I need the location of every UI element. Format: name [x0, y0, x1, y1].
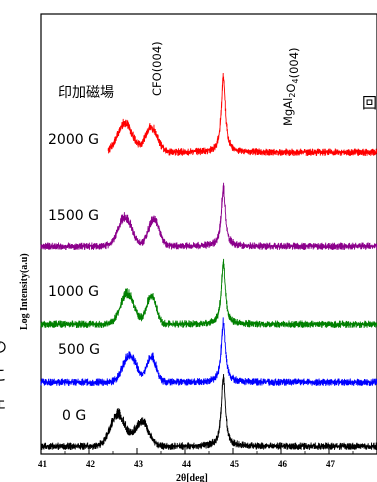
- series-label-1500g: 1500 G: [48, 208, 99, 224]
- x-axis-title: 2θ[deg]: [176, 473, 208, 482]
- x-tick-label: 45: [230, 459, 240, 469]
- series-line-1000g: [40, 258, 377, 329]
- edge-char-left: ェ: [0, 394, 7, 412]
- y-axis-title: Log Intensity(a.u): [19, 253, 30, 330]
- series-group: [40, 72, 377, 451]
- x-tick-label: 44: [182, 459, 192, 469]
- x-tick-label: 47: [326, 459, 336, 469]
- series-line-2000g: [107, 72, 377, 157]
- peak-label-cfo: CFO(004): [150, 41, 164, 96]
- edge-char-left: の: [0, 338, 7, 356]
- series-line-500g: [40, 317, 377, 387]
- legend-title: 印加磁場: [58, 85, 114, 101]
- series-label-500g: 500 G: [58, 342, 100, 358]
- x-axis-ticks: 41 42 43 44 45 46 47: [38, 448, 377, 469]
- x-tick-label: 46: [278, 459, 288, 469]
- x-tick-label: 42: [86, 459, 96, 469]
- series-label-0g: 0 G: [62, 408, 86, 424]
- series-label-2000g: 2000 G: [48, 132, 99, 148]
- plot-frame: [40, 13, 377, 455]
- x-tick-label: 43: [134, 459, 144, 469]
- series-label-1000g: 1000 G: [48, 284, 99, 300]
- series-line-1500g: [40, 182, 377, 251]
- series-line-0g: [40, 373, 377, 451]
- edge-char-top-right: 回: [362, 94, 377, 112]
- edge-left-chars: のこェ: [0, 338, 7, 412]
- x-tick-label: 41: [38, 459, 48, 469]
- peak-label-mgal2o4: MgAl2O4(004): [281, 47, 301, 126]
- series-labels: 2000 G 1500 G 1000 G 500 G 0 G: [48, 132, 100, 424]
- edge-char-left: こ: [0, 366, 7, 384]
